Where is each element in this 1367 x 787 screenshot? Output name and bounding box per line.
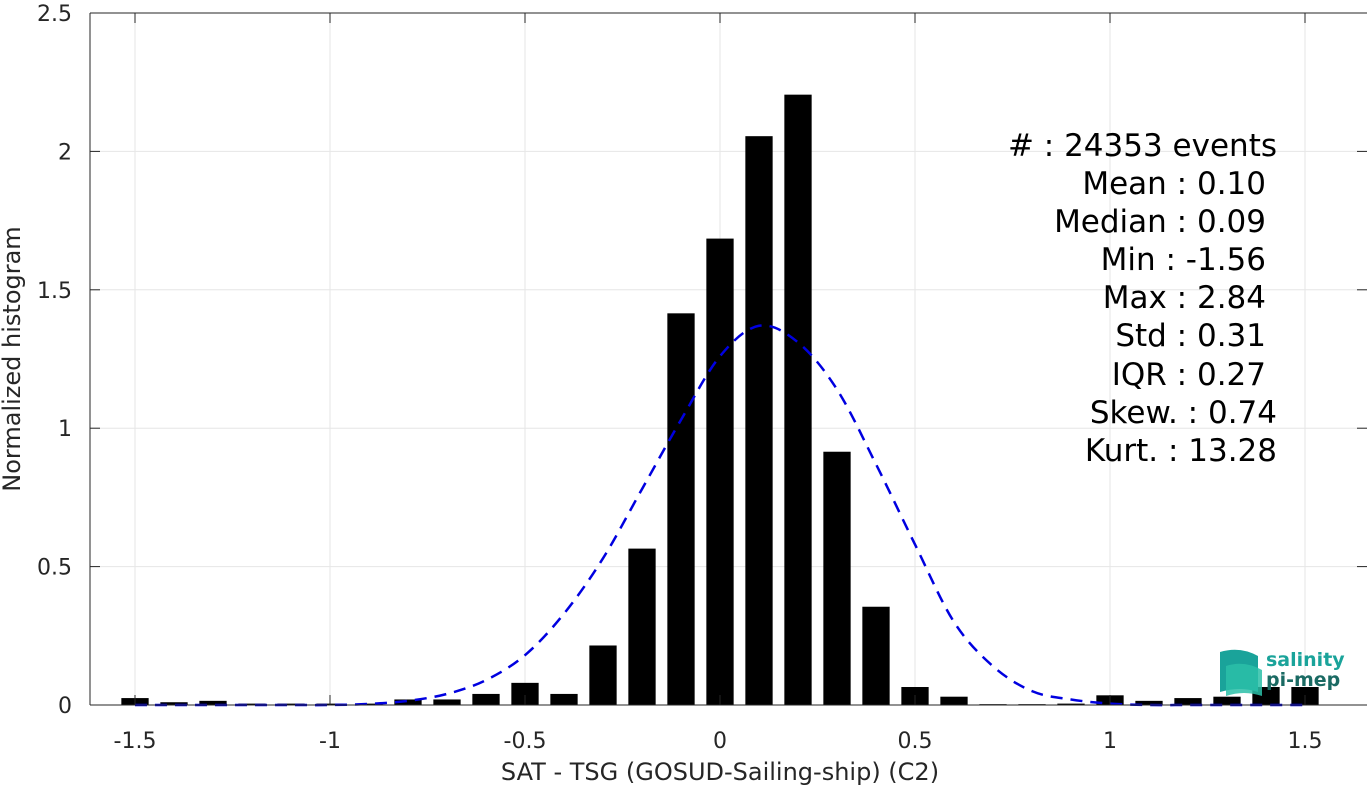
y-tick-label: 0.5 <box>37 556 72 581</box>
histogram-bar <box>667 313 695 705</box>
histogram-bar <box>238 703 266 705</box>
salinity-pimep-logo: salinity pi-mep <box>1220 649 1345 696</box>
x-tick-label: 0.5 <box>898 729 933 754</box>
stat-annotation: Std : 0.31 <box>1115 318 1266 354</box>
histogram-bar <box>745 136 773 705</box>
histogram-bar <box>511 682 539 705</box>
x-tick-label: -0.5 <box>504 729 547 754</box>
histogram-bar <box>706 238 734 706</box>
stat-annotation: Skew. : 0.74 <box>1090 395 1277 431</box>
histogram-bar <box>433 699 461 705</box>
stat-annotation: # : 24353 events <box>1008 128 1277 164</box>
logo-text-pimep: pi-mep <box>1266 669 1340 691</box>
y-axis-title: Normalized histogram <box>0 226 26 491</box>
histogram-bar <box>277 703 305 705</box>
x-tick-label: 0 <box>713 729 727 754</box>
stat-annotation: Median : 0.09 <box>1054 204 1266 240</box>
stat-annotation: Kurt. : 13.28 <box>1085 433 1277 469</box>
stat-annotation: IQR : 0.27 <box>1112 357 1266 393</box>
histogram-bar <box>160 702 188 705</box>
histogram-bar <box>355 703 383 705</box>
histogram-bar <box>784 94 812 705</box>
histogram-bar <box>1057 703 1085 705</box>
histogram-bar <box>394 699 422 705</box>
y-tick-label: 2.5 <box>37 2 72 27</box>
histogram-bar <box>1174 698 1202 705</box>
x-axis-title: SAT - TSG (GOSUD-Sailing-ship) (C2) <box>501 758 939 786</box>
histogram-bar <box>550 693 578 705</box>
histogram-bar <box>862 606 890 705</box>
x-tick-label: 1.5 <box>1288 729 1323 754</box>
histogram-bar <box>1135 700 1163 705</box>
logo-wave-icon-front <box>1226 663 1262 696</box>
logo-text-salinity: salinity <box>1266 649 1345 671</box>
y-tick-label: 0 <box>58 694 72 719</box>
y-tick-label: 2 <box>58 140 72 165</box>
axes <box>89 12 1367 706</box>
x-tick-label: -1 <box>319 729 341 754</box>
histogram-bar <box>589 645 617 705</box>
histogram-bar <box>628 548 656 705</box>
x-tick-label: 1 <box>1103 729 1117 754</box>
histogram-bar <box>1213 696 1241 705</box>
y-tick-label: 1.5 <box>37 279 72 304</box>
tick-labels: -1.5 -1 -0.5 0 0.5 1 1.5 0 0.5 1 1.5 2 2.5 <box>37 2 1323 754</box>
stat-annotation: Min : -1.56 <box>1101 242 1266 278</box>
x-tick-label: -1.5 <box>114 729 157 754</box>
histogram-bar <box>199 700 227 705</box>
histogram-bar <box>940 696 968 705</box>
histogram-bars <box>121 94 1319 706</box>
y-tick-label: 1 <box>58 417 72 442</box>
histogram-bar <box>472 693 500 705</box>
axis-ticks <box>90 12 1367 706</box>
stat-annotation: Mean : 0.10 <box>1082 166 1266 202</box>
histogram-bar <box>823 451 851 705</box>
stat-annotation: Max : 2.84 <box>1103 280 1266 316</box>
